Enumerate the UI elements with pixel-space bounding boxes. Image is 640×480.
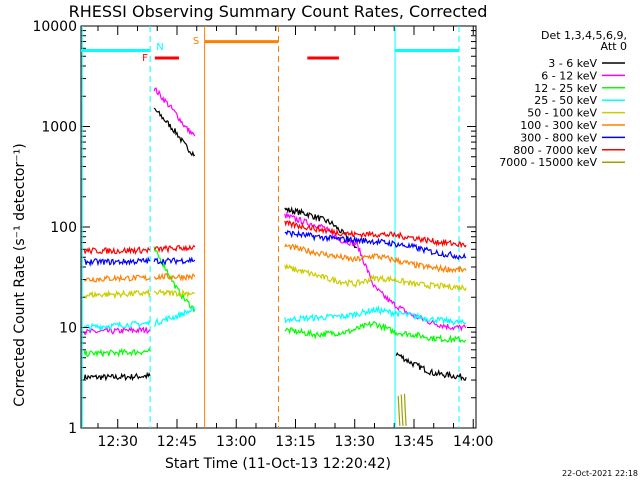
plot-area: 1 10 100 1000 10000 12:30 12:45 13:00 13:15 13:30… [32, 19, 493, 450]
status-flag-label: F [142, 53, 148, 64]
series-line [83, 371, 151, 382]
series-line [284, 211, 467, 332]
x-tick-label: 13:15 [275, 434, 315, 450]
series-line [84, 288, 151, 300]
status-flag-label: S [193, 36, 199, 47]
legend-entry-label: 800 - 7000 keV [513, 144, 597, 157]
y-tick-label: 10 [59, 321, 77, 337]
legend-entry-label: 3 - 6 keV [548, 57, 597, 70]
legend-entry-label: 25 - 50 keV [534, 94, 597, 107]
y-tick-label: 10000 [32, 19, 77, 35]
series-line [153, 272, 196, 282]
legend-entry-label: 100 - 300 keV [520, 119, 597, 132]
legend-entry-label: 7000 - 15000 keV [499, 156, 597, 169]
series-line [84, 273, 151, 283]
x-axis-label: Start Time (11-Oct-13 12:20:42) [165, 456, 391, 472]
y-tick-label: 100 [50, 220, 77, 236]
chart-title: RHESSI Observing Summary Count Rates, Co… [69, 2, 488, 21]
series-line [83, 246, 151, 256]
series-line [153, 289, 195, 299]
series-line [153, 244, 196, 254]
series-line [284, 205, 358, 249]
y-tick-label: 1000 [41, 120, 77, 136]
status-flag-label: N [156, 42, 163, 53]
series-line [284, 229, 467, 260]
x-tick-label: 13:00 [216, 434, 256, 450]
series-line [284, 219, 467, 249]
legend-header: Det 1,3,4,5,6,9, [541, 29, 627, 42]
series-line [153, 87, 196, 137]
x-tick-label: 12:45 [157, 434, 197, 450]
series-line [395, 351, 467, 382]
series-line [83, 256, 151, 268]
x-tick-label: 13:30 [335, 434, 375, 450]
series-line [83, 326, 151, 336]
series-line [284, 243, 467, 274]
x-tick-label: 14:00 [453, 434, 493, 450]
x-tick-label: 12:30 [98, 434, 138, 450]
series-line [153, 256, 196, 266]
series-line [284, 320, 467, 344]
legend-entry-label: 300 - 800 keV [520, 131, 597, 144]
x-tick-label: 13:45 [394, 434, 434, 450]
y-axis-label: Corrected Count Rate (s⁻¹ detector⁻¹) [12, 143, 28, 406]
series-line [284, 305, 467, 326]
series-line [153, 306, 196, 327]
series-line [83, 319, 151, 332]
series-line [153, 107, 196, 157]
series-line [83, 347, 151, 358]
footer-timestamp: 22-Oct-2021 22:18 [562, 469, 638, 478]
series-line [400, 394, 404, 426]
legend-entry-label: 50 - 100 keV [527, 107, 597, 120]
legend-entry-label: 6 - 12 keV [541, 69, 597, 82]
y-tick-label: 1 [68, 421, 77, 437]
series-line [397, 395, 401, 426]
series-line [403, 393, 407, 426]
legend-entry-label: 12 - 25 keV [534, 82, 597, 95]
legend-header: Att 0 [601, 40, 627, 53]
series-line [284, 262, 467, 292]
